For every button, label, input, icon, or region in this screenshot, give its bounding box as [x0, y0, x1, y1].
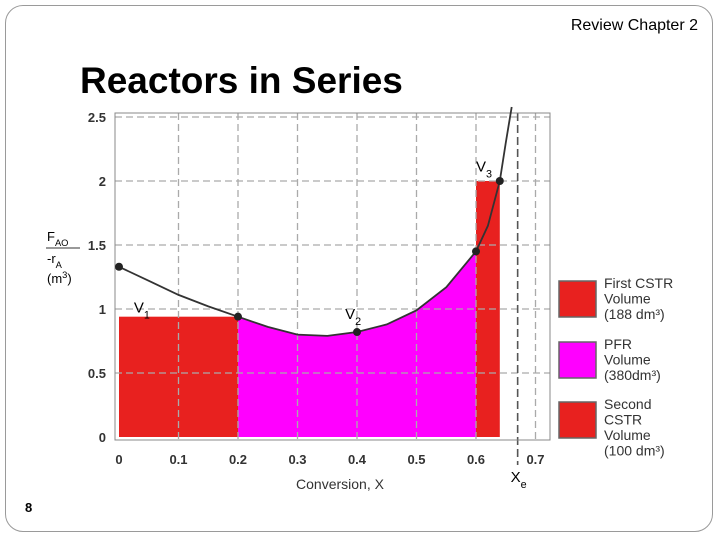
- header-text: Review Chapter 2: [570, 17, 698, 34]
- legend-swatch: [558, 401, 597, 439]
- legend-label: (380dm³): [604, 367, 661, 383]
- x-tick-label: 0.3: [288, 452, 306, 467]
- x-tick-label: 0.4: [348, 452, 367, 467]
- legend-label: CSTR: [604, 412, 642, 428]
- legend-label: PFR: [604, 336, 632, 352]
- legend-label: (100 dm³): [604, 443, 665, 459]
- data-point: [472, 247, 480, 256]
- x-tick-label: 0.7: [526, 452, 544, 467]
- data-point: [115, 262, 123, 271]
- y-tick-label: 0: [99, 430, 106, 445]
- y-tick-label: 1.5: [88, 238, 106, 253]
- y-tick-label: 0.5: [88, 366, 106, 381]
- y-tick-label: 1: [99, 302, 106, 317]
- y-tick-label: 2.5: [88, 110, 106, 125]
- legend-label: Volume: [604, 352, 651, 368]
- data-point: [234, 312, 242, 321]
- equilibrium-label: Xe: [511, 469, 527, 491]
- y-axis-label-numerator: FAO: [47, 229, 68, 248]
- legend-label: First CSTR: [604, 275, 673, 291]
- x-tick-label: 0.1: [169, 452, 187, 467]
- y-axis-label-units: (m3): [47, 270, 72, 286]
- plot-border: [114, 112, 551, 441]
- y-tick-label: 2: [99, 174, 106, 189]
- volume-label-v3: V3: [476, 159, 492, 181]
- x-tick-label: 0.5: [407, 452, 425, 467]
- x-tick-label: 0.2: [229, 452, 247, 467]
- legend-label: Volume: [604, 291, 651, 307]
- legend-swatch: [558, 341, 597, 379]
- slide-title: Reactors in Series: [80, 60, 403, 101]
- x-tick-label: 0.6: [467, 452, 485, 467]
- legend-label: Volume: [604, 427, 651, 443]
- legend-label: (188 dm³): [604, 306, 665, 322]
- volume-label-v2: V2: [345, 306, 361, 328]
- data-point: [353, 328, 361, 337]
- slide-frame: [5, 5, 713, 532]
- x-tick-label: 0: [115, 452, 122, 467]
- legend-swatch: [558, 280, 597, 318]
- legend-label: Second: [604, 396, 651, 412]
- data-point: [495, 177, 504, 185]
- page-number: 8: [25, 500, 33, 515]
- x-axis-label: Conversion, X: [296, 476, 385, 492]
- volume-label-v1: V1: [134, 299, 150, 321]
- y-axis-label-denominator: -rA: [47, 251, 63, 270]
